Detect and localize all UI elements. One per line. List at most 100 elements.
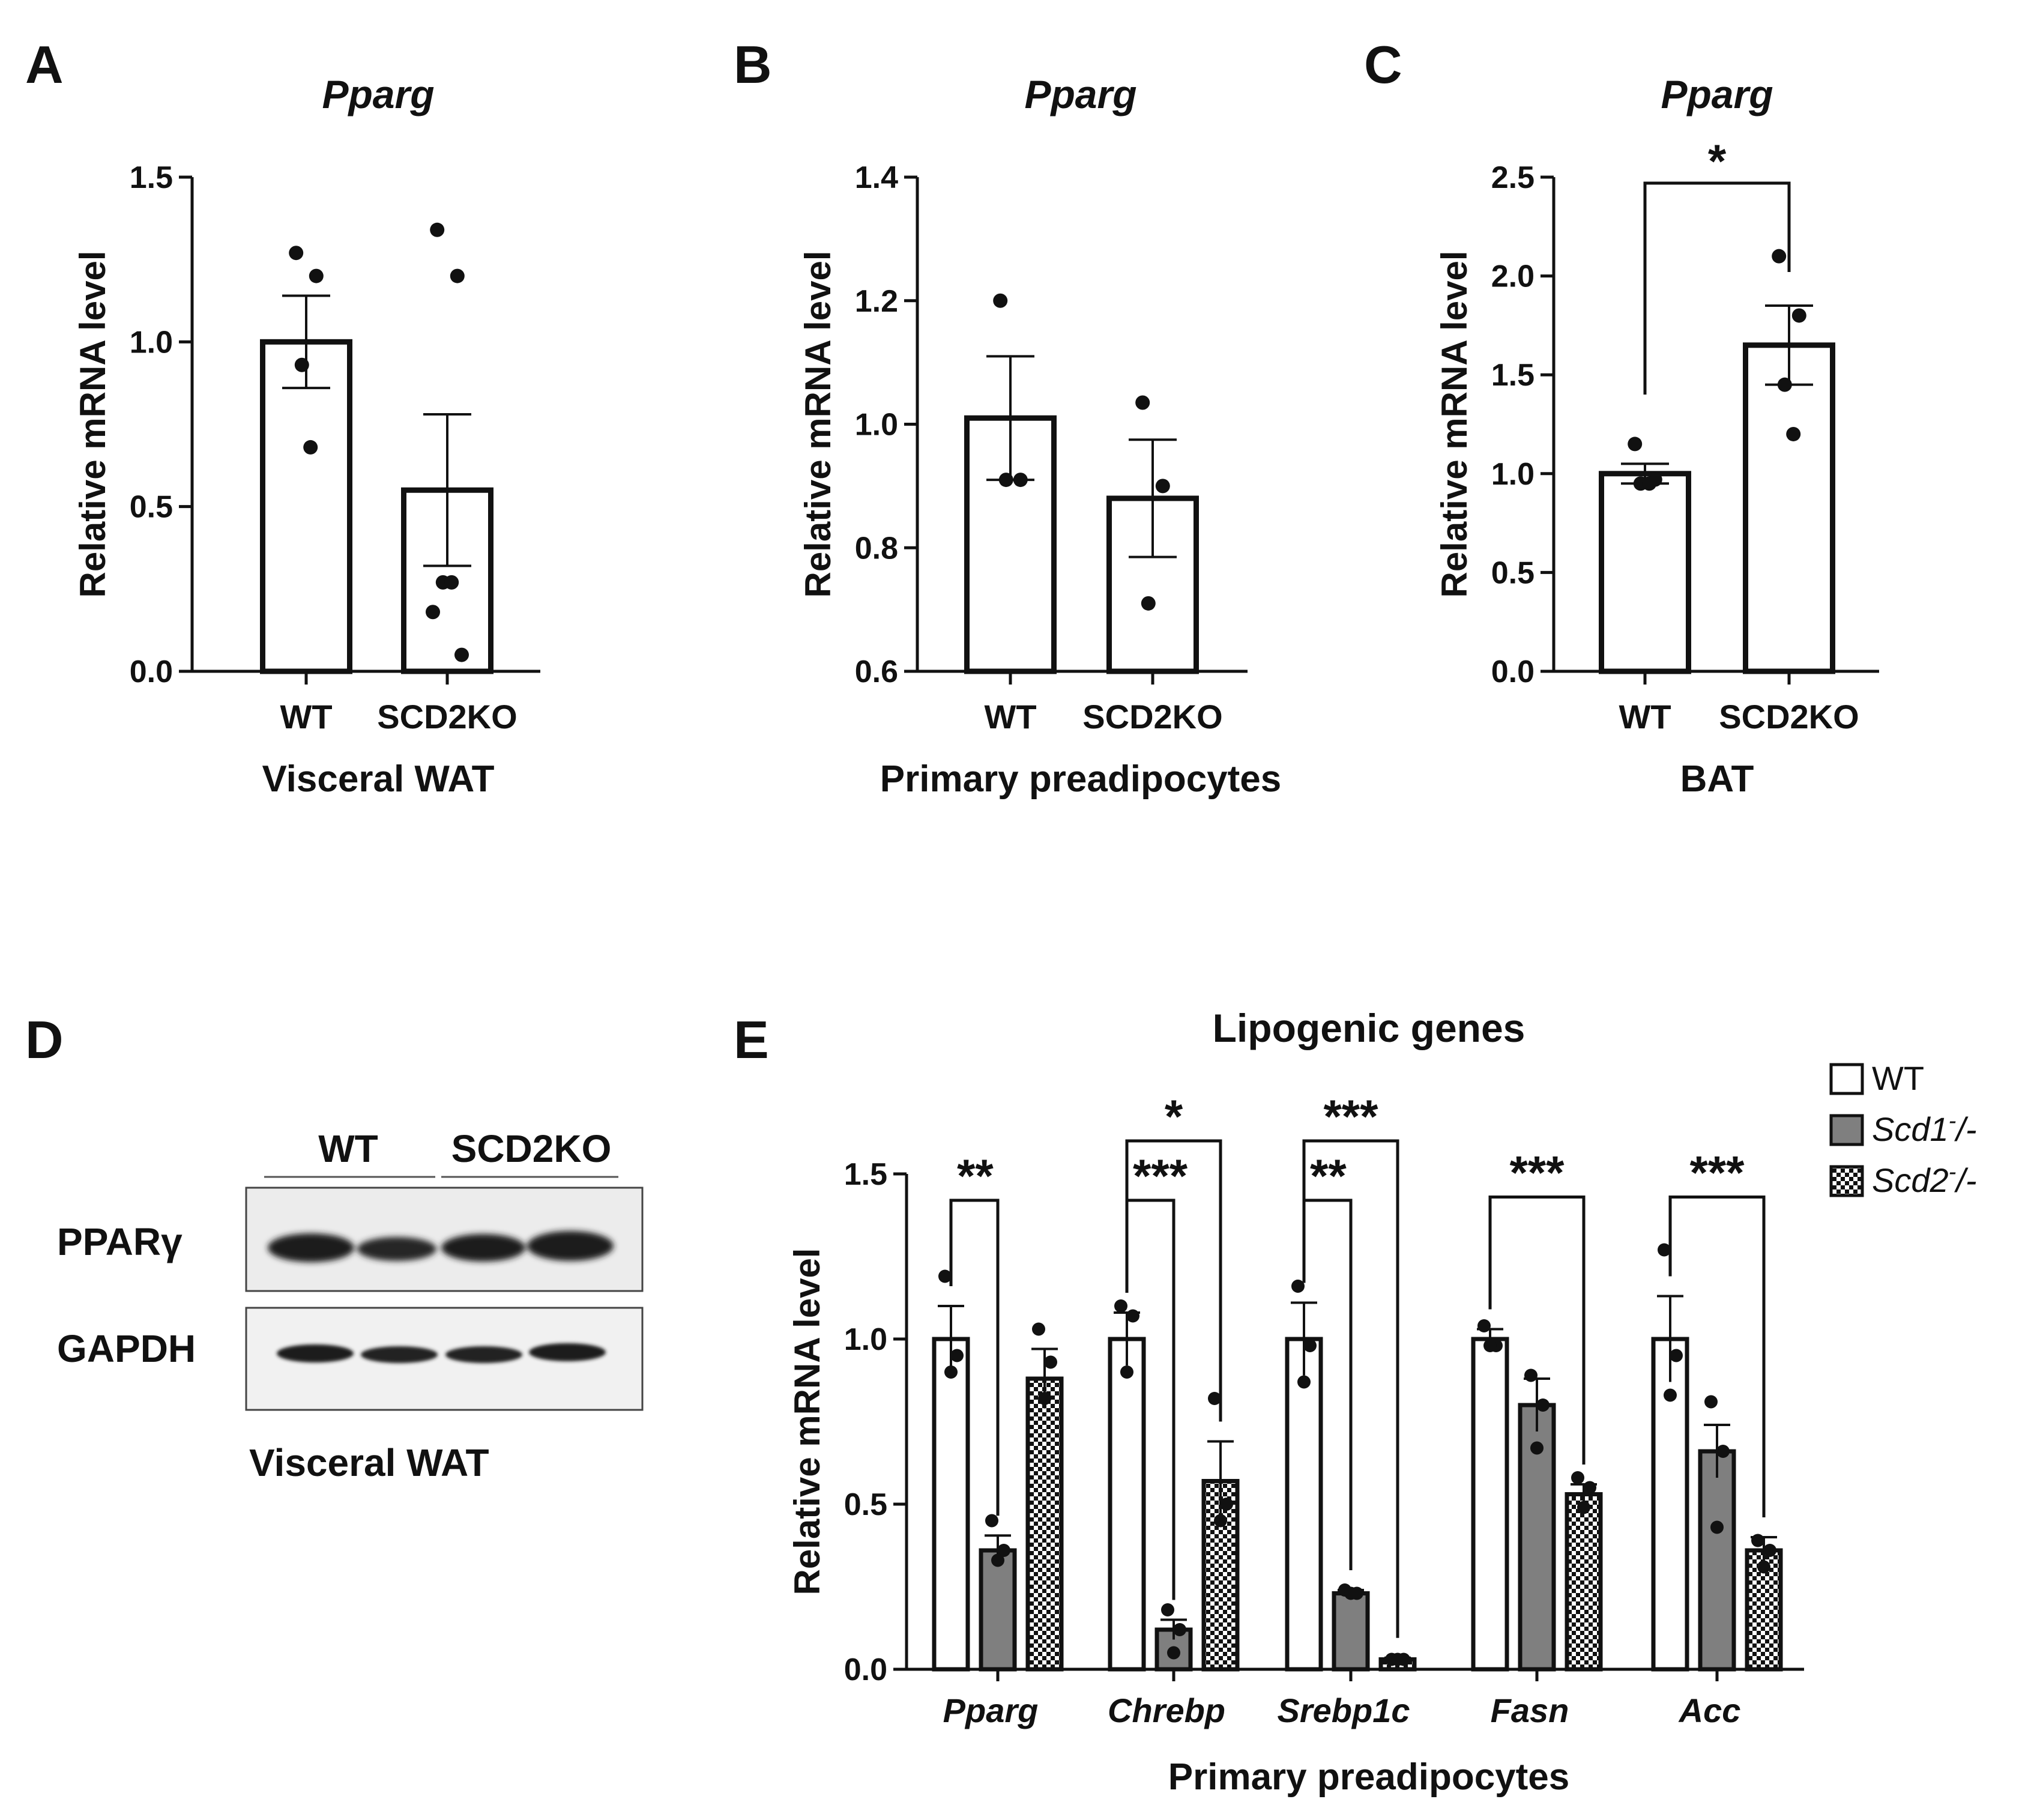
data-point	[1155, 479, 1170, 494]
x-axis-label: Primary preadipocytes	[880, 758, 1282, 800]
chart-b: Pparg Relative mRNA level 0.6 0.8 1.0 1.2 1.4 W…	[798, 72, 1281, 800]
significance-bracket	[1643, 181, 1791, 395]
data-point	[997, 1544, 1010, 1557]
legend-label-base: Scd2	[1872, 1161, 1949, 1199]
bar-scd1--acc	[1698, 1449, 1736, 1672]
data-point	[454, 647, 469, 662]
data-point	[1220, 1498, 1233, 1511]
legend-label-base: Scd1	[1872, 1110, 1949, 1148]
western-blot: WT SCD2KO PPARγ GAPDH Visceral WAT	[57, 1127, 644, 1484]
band-pparg-4	[527, 1231, 614, 1261]
data-point	[985, 1514, 998, 1528]
data-point	[1530, 1441, 1544, 1455]
y-axis-label: Relative mRNA level	[798, 250, 838, 597]
data-point	[426, 605, 440, 620]
data-point	[1777, 377, 1792, 392]
data-point	[1628, 437, 1643, 452]
x-tick-label: Srebp1c	[1278, 1692, 1410, 1729]
bar-wt-fasn	[1471, 1337, 1509, 1672]
x-tick-label: WT	[984, 698, 1036, 736]
y-axis-label: Relative mRNA level	[787, 1248, 827, 1595]
y-tick-label: 1.0	[844, 1322, 887, 1357]
data-point	[1791, 308, 1806, 323]
bar-wt-pparg	[932, 1337, 970, 1672]
data-point	[444, 575, 459, 590]
data-point	[1658, 1243, 1671, 1257]
data-point	[1477, 1319, 1491, 1332]
bar-scd2--fasn	[1565, 1492, 1603, 1672]
data-point	[430, 222, 445, 237]
data-point	[938, 1269, 952, 1283]
band-gapdh-1	[277, 1344, 354, 1362]
data-point	[1391, 1652, 1404, 1666]
data-point	[1772, 249, 1787, 264]
data-point	[1013, 473, 1028, 488]
data-point	[1670, 1349, 1683, 1362]
significance-label: *	[1708, 135, 1727, 187]
x-tick-label: SCD2KO	[377, 698, 517, 736]
bar-scd1--pparg	[979, 1548, 1017, 1672]
y-axis-label: Relative mRNA level	[73, 250, 113, 597]
x-tick-label: Chrebp	[1108, 1692, 1225, 1729]
bar	[1599, 471, 1691, 674]
significance-label: **	[1310, 1149, 1347, 1202]
bar-wt-chrebp	[1108, 1337, 1146, 1672]
y-tick-label: 1.4	[855, 160, 898, 195]
blot-row-gapdh: GAPDH	[57, 1327, 196, 1370]
data-point	[1044, 1355, 1057, 1369]
data-point	[1344, 1586, 1357, 1600]
x-tick-label: Pparg	[943, 1692, 1039, 1729]
y-tick-label: 1.5	[844, 1157, 887, 1192]
y-tick-label: 0.0	[130, 655, 173, 689]
band-pparg-1	[268, 1233, 354, 1262]
significance-label: *	[1165, 1090, 1183, 1143]
data-point	[1757, 1560, 1770, 1574]
y-tick-label: 0.5	[130, 490, 173, 525]
y-tick-label: 2.0	[1491, 259, 1535, 294]
y-tick-label: 0.0	[844, 1652, 887, 1687]
legend-swatch	[1829, 1063, 1864, 1095]
data-point	[1120, 1365, 1133, 1379]
y-axis-label: Relative mRNA level	[1434, 250, 1474, 597]
data-point	[450, 268, 465, 283]
x-tick-label: Fasn	[1491, 1692, 1569, 1729]
significance-bracket	[949, 1199, 1000, 1516]
chart-a: Pparg Relative mRNA level 0.0 0.5 1.0 1.5 WT SC…	[73, 72, 540, 800]
y-tick-label: 1.0	[130, 325, 173, 360]
data-point	[1161, 1603, 1174, 1616]
legend-label-sup: -	[1949, 1159, 1957, 1185]
data-point	[309, 268, 324, 283]
data-point	[303, 440, 318, 455]
band-pparg-2	[357, 1237, 436, 1261]
panel-label-c: C	[1364, 35, 1402, 94]
data-point	[294, 357, 309, 372]
data-point	[1126, 1309, 1139, 1323]
band-gapdh-2	[361, 1346, 438, 1363]
data-point	[1038, 1392, 1051, 1405]
bar-scd1--srebp1c	[1332, 1591, 1370, 1672]
chart-c: Pparg Relative mRNA level 0.0 0.5 1.0 1.5 2.0 2…	[1434, 72, 1879, 800]
data-point	[1571, 1471, 1584, 1484]
data-point	[1135, 395, 1150, 410]
y-tick-label: 0.5	[844, 1487, 887, 1522]
legend-label-base: WT	[1872, 1059, 1924, 1097]
data-point	[1716, 1445, 1730, 1458]
x-tick-label: WT	[280, 698, 332, 736]
data-point	[1751, 1534, 1764, 1547]
significance-bracket	[1668, 1196, 1766, 1517]
x-tick-label: SCD2KO	[1082, 698, 1222, 736]
bar	[260, 339, 352, 674]
bar-scd2--pparg	[1025, 1376, 1064, 1672]
data-point	[1710, 1520, 1724, 1534]
data-point	[1664, 1388, 1677, 1402]
x-axis-label: Visceral WAT	[262, 758, 494, 800]
chart-title: Pparg	[322, 72, 434, 116]
data-point	[1214, 1514, 1227, 1528]
chart-title: Pparg	[1661, 72, 1773, 116]
data-point	[1763, 1544, 1776, 1557]
data-point	[1114, 1299, 1127, 1313]
significance-label: ***	[1133, 1149, 1188, 1202]
significance-label: ***	[1323, 1090, 1378, 1143]
band-gapdh-3	[445, 1346, 522, 1363]
